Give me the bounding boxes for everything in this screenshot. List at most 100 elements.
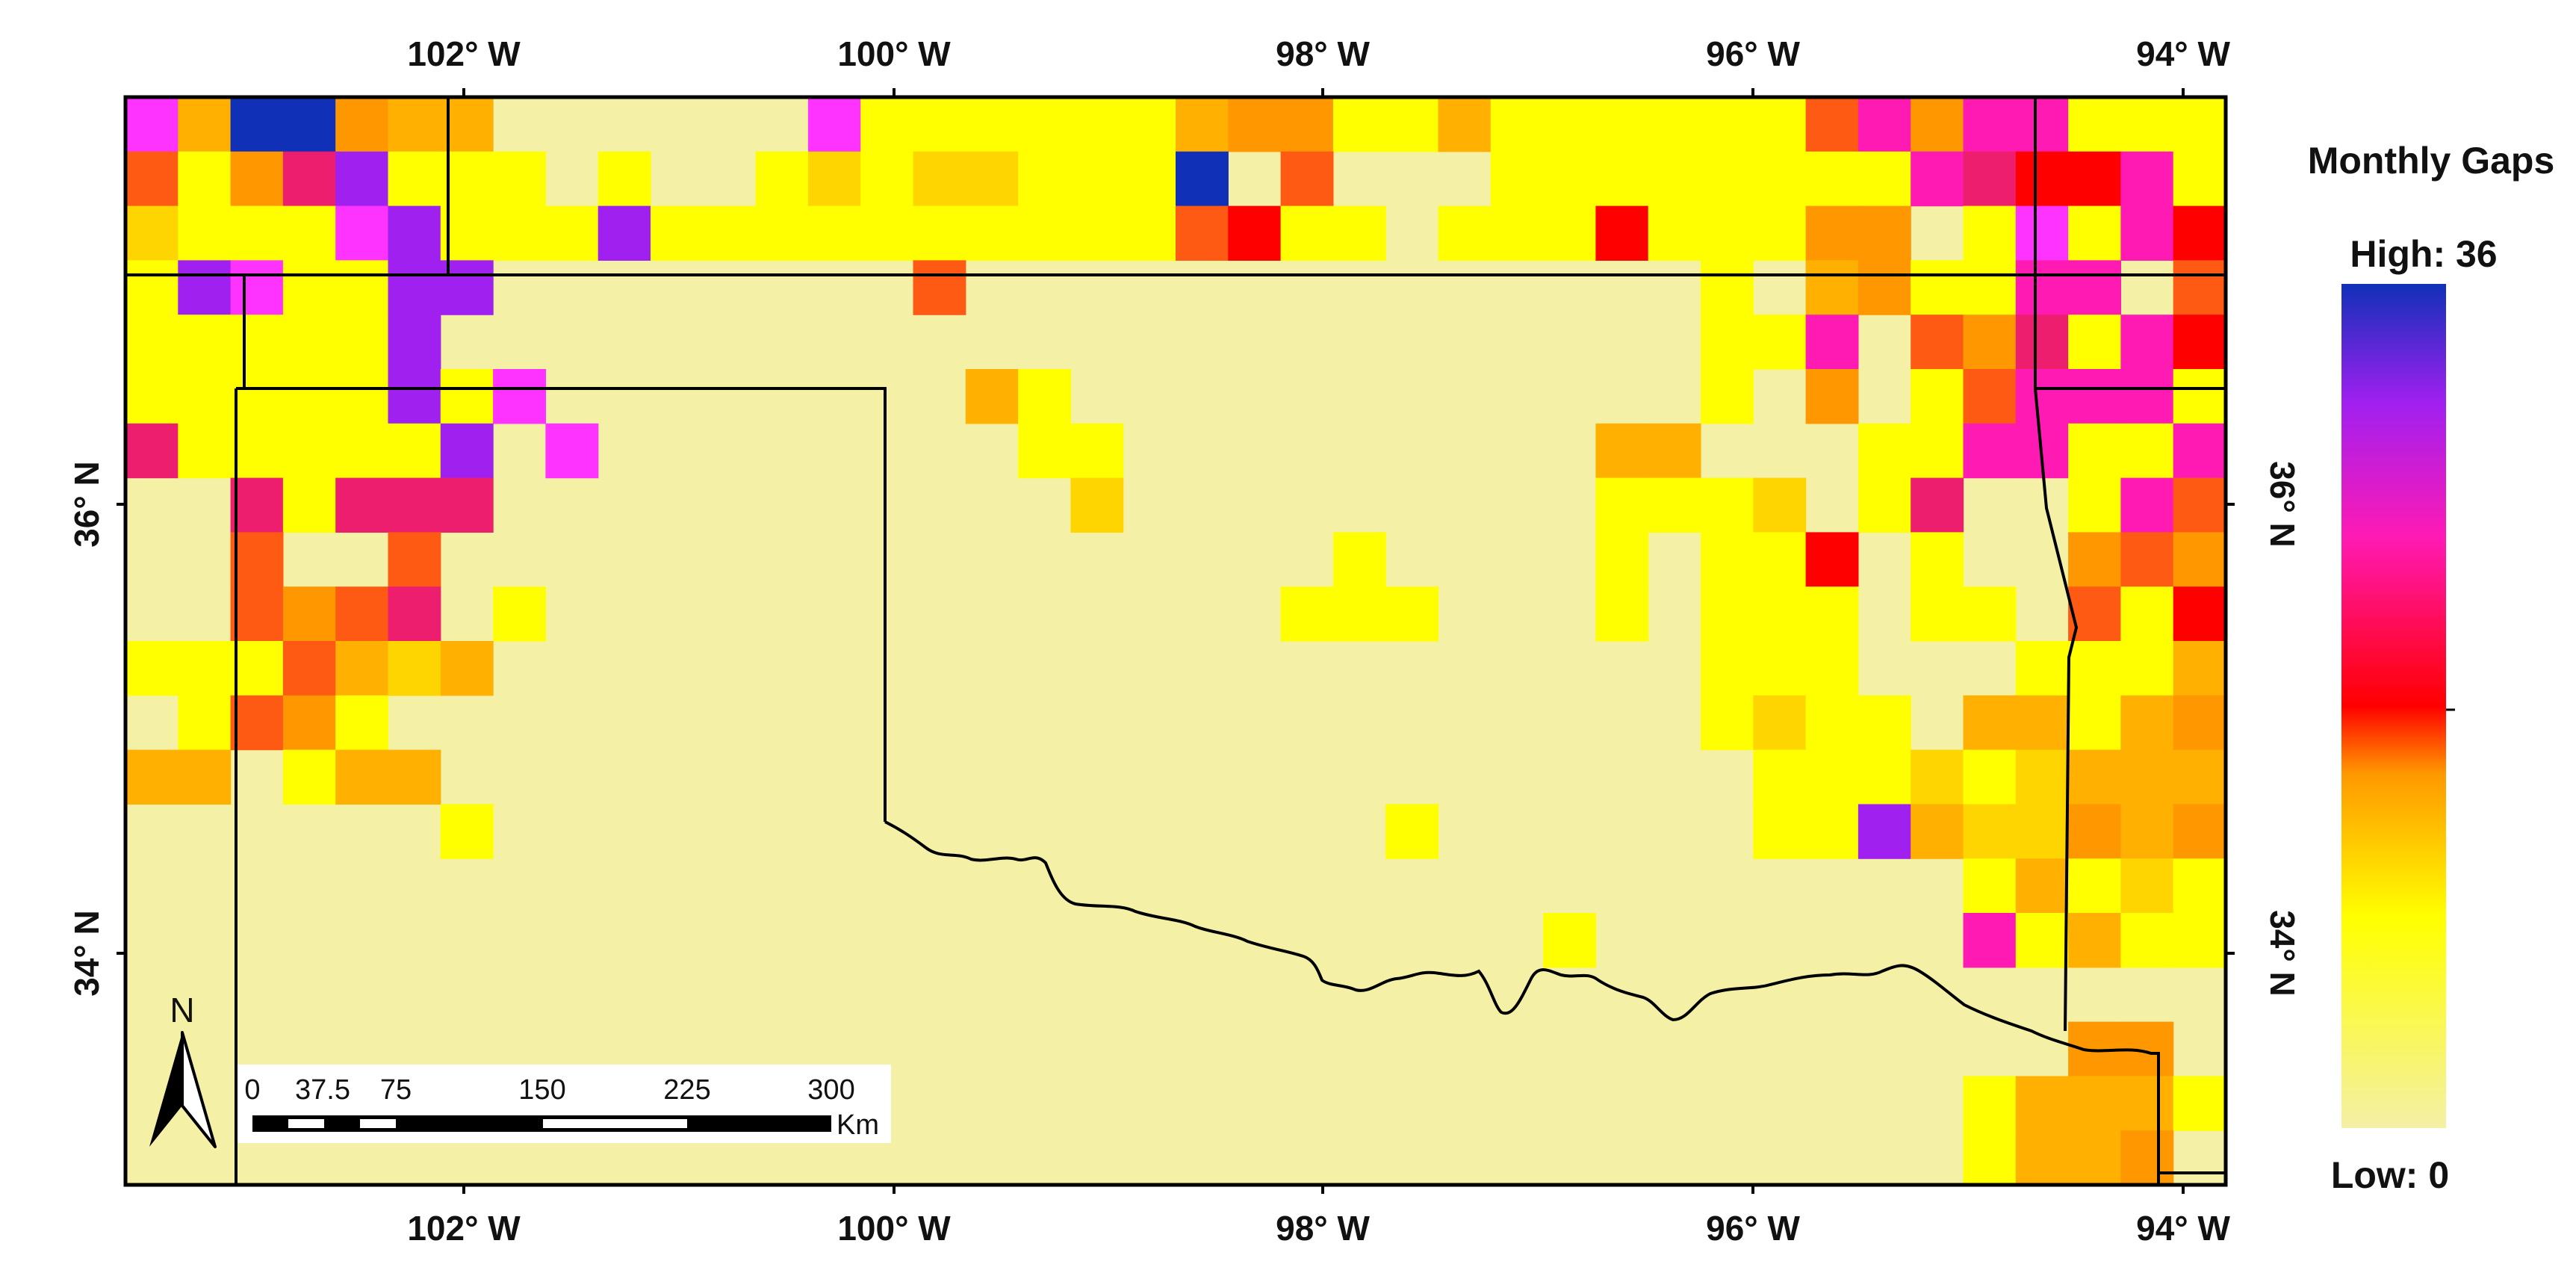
grid-cell <box>388 641 441 696</box>
grid-cell <box>1701 97 1754 152</box>
grid-cell <box>2173 695 2226 751</box>
grid-cell <box>1701 315 1754 370</box>
grid-cell <box>1963 1076 2017 1131</box>
grid-cell <box>913 97 966 152</box>
grid-cell <box>388 97 441 152</box>
legend: Monthly Gaps High: 36 Low: 0 <box>2308 140 2555 1196</box>
grid-cell <box>1911 97 1964 152</box>
grid-cell <box>335 97 389 152</box>
grid-cell <box>1648 97 1701 152</box>
grid-cell <box>1857 260 1911 315</box>
grid-cell <box>282 151 336 207</box>
grid-cell <box>965 205 1019 261</box>
grid-cell <box>230 423 284 479</box>
scale-label-0: 0 <box>244 1074 260 1106</box>
grid-cell <box>230 641 284 696</box>
grid-cell <box>545 423 599 479</box>
grid-cell <box>2120 913 2174 968</box>
grid-cell <box>1753 477 1807 533</box>
grid-cell <box>2015 369 2069 424</box>
grid-cell <box>913 205 966 261</box>
grid-cell <box>282 260 336 315</box>
grid-cell <box>388 151 441 207</box>
grid-cell <box>282 423 336 479</box>
grid-cell <box>1805 97 1859 152</box>
bottom-longitude-labels: 102° W 100° W 98° W 96° W 94° W <box>407 1209 2230 1248</box>
grid-cell <box>1911 804 1964 859</box>
grid-cell <box>1911 315 1964 370</box>
grid-cell <box>230 205 284 261</box>
grid-cell <box>1595 423 1649 479</box>
grid-cell <box>2173 205 2226 261</box>
lon-label-bottom-96: 96° W <box>1706 1209 1800 1248</box>
grid-cell <box>282 477 336 533</box>
grid-cell <box>1805 586 1859 642</box>
grid-cell <box>1753 151 1807 207</box>
grid-cell <box>1701 532 1754 587</box>
grid-cell <box>2173 858 2226 914</box>
grid-cell <box>1805 205 1859 261</box>
grid-cell <box>1805 641 1859 696</box>
grid-cell <box>2068 749 2121 805</box>
grid-cell <box>2120 477 2174 533</box>
grid-cell <box>1543 913 1596 968</box>
north-arrow: N <box>149 991 217 1148</box>
grid-cell <box>2015 858 2069 914</box>
grid-cell <box>1018 205 1071 261</box>
grid-cell <box>2173 315 2226 370</box>
grid-cell <box>125 641 179 696</box>
grid-cell <box>2173 97 2226 152</box>
grid-cell <box>1963 151 2017 207</box>
grid-cell <box>440 369 494 424</box>
grid-cell <box>440 804 494 859</box>
grid-cell <box>1753 804 1807 859</box>
grid-cell <box>703 205 757 261</box>
legend-low-label: Low: 0 <box>2331 1154 2449 1196</box>
grid-cell <box>1385 97 1439 152</box>
lat-label-right-36: 36° N <box>2263 461 2302 548</box>
grid-cell <box>2015 151 2069 207</box>
oklahoma-arkansas-border <box>2034 388 2079 1032</box>
grid-cell <box>1176 205 1229 261</box>
grid-cell <box>1490 97 1544 152</box>
scale-bar-outline <box>252 1115 831 1132</box>
grid-cell <box>440 477 494 533</box>
grid-cell <box>1543 151 1596 207</box>
grid-cell <box>1805 260 1859 315</box>
grid-cell <box>1701 586 1754 642</box>
grid-cell <box>1857 804 1911 859</box>
legend-high-label: High: 36 <box>2350 233 2497 275</box>
grid-cell <box>1543 205 1596 261</box>
grid-cell <box>807 151 861 207</box>
grid-cell <box>1228 97 1282 152</box>
grid-cell <box>282 315 336 370</box>
grid-cell <box>125 423 179 479</box>
grid-cell <box>2120 205 2174 261</box>
grid-cell <box>282 586 336 642</box>
grid-cell <box>178 205 232 261</box>
grid-cell <box>2173 151 2226 207</box>
grid-cell <box>388 477 441 533</box>
legend-title: Monthly Gaps <box>2308 140 2555 182</box>
grid-cell <box>388 423 441 479</box>
grid-cell <box>178 97 232 152</box>
grid-cell <box>230 532 284 587</box>
grid-cell <box>125 749 179 805</box>
grid-cell <box>2068 423 2121 479</box>
grid-cell <box>2068 641 2121 696</box>
grid-cell <box>2068 97 2121 152</box>
grid-cell <box>1280 586 1334 642</box>
grid-cell <box>1805 532 1859 587</box>
grid-cell <box>1176 151 1229 207</box>
grid-cell <box>282 205 336 261</box>
scale-label-150: 150 <box>518 1074 565 1106</box>
grid-cell <box>2068 205 2121 261</box>
grid-cell <box>1963 804 2017 859</box>
grid-cell <box>2015 260 2069 315</box>
grid-cell <box>965 97 1019 152</box>
grid-cell <box>860 205 914 261</box>
grid-cell <box>1438 97 1492 152</box>
grid-cell <box>1018 369 1071 424</box>
grid-cell <box>2120 369 2174 424</box>
